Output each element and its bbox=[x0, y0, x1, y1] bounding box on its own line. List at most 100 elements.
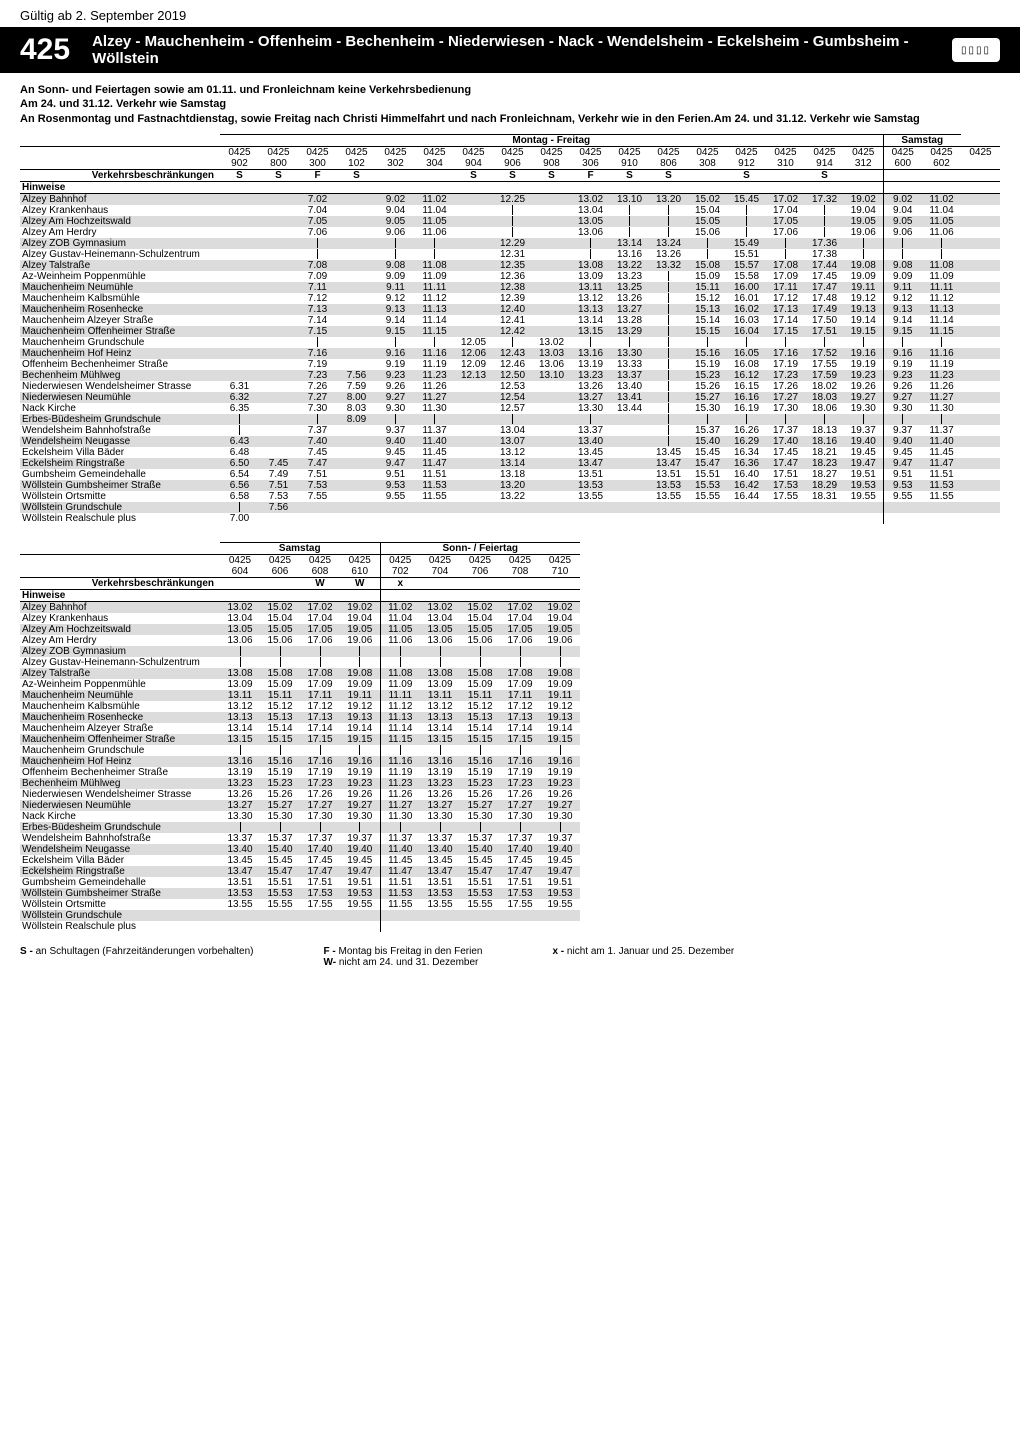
time-cell: 19.09 bbox=[844, 271, 883, 282]
time-cell: 15.02 bbox=[460, 601, 500, 613]
time-cell bbox=[337, 293, 376, 304]
time-cell: 9.47 bbox=[883, 458, 922, 469]
time-cell: 17.47 bbox=[300, 866, 340, 877]
time-cell bbox=[376, 414, 415, 425]
time-cell: 19.27 bbox=[540, 800, 580, 811]
time-cell: 19.40 bbox=[340, 844, 380, 855]
time-cell bbox=[649, 425, 688, 436]
time-cell: 13.06 bbox=[420, 635, 460, 646]
time-cell bbox=[961, 458, 1000, 469]
time-cell bbox=[727, 502, 766, 513]
time-cell: 13.14 bbox=[493, 458, 532, 469]
time-cell: 13.51 bbox=[220, 877, 260, 888]
time-cell: 13.02 bbox=[420, 601, 460, 613]
day-header: Samstag bbox=[220, 542, 380, 554]
time-cell bbox=[259, 381, 298, 392]
time-cell: 15.47 bbox=[460, 866, 500, 877]
restriction-code bbox=[220, 577, 260, 589]
time-cell: 17.45 bbox=[766, 447, 805, 458]
time-cell: 11.08 bbox=[415, 260, 454, 271]
time-cell: 19.55 bbox=[844, 491, 883, 502]
time-cell bbox=[961, 480, 1000, 491]
time-cell: 13.23 bbox=[420, 778, 460, 789]
time-cell bbox=[337, 227, 376, 238]
time-cell bbox=[649, 304, 688, 315]
stop-name: Alzey Gustav-Heinemann-Schulzentrum bbox=[20, 657, 220, 668]
restriction-code bbox=[540, 577, 580, 589]
time-cell: 11.08 bbox=[380, 668, 420, 679]
time-cell: 12.42 bbox=[493, 326, 532, 337]
time-cell bbox=[500, 646, 540, 657]
time-cell: 11.14 bbox=[380, 723, 420, 734]
time-cell: 19.11 bbox=[540, 690, 580, 701]
time-cell: 12.06 bbox=[454, 348, 493, 359]
time-cell bbox=[415, 502, 454, 513]
restriction-code: S bbox=[337, 169, 376, 181]
time-cell: 11.12 bbox=[415, 293, 454, 304]
time-cell: 17.37 bbox=[300, 833, 340, 844]
time-cell: 17.05 bbox=[766, 216, 805, 227]
time-cell: 9.13 bbox=[376, 304, 415, 315]
time-cell: 9.09 bbox=[376, 271, 415, 282]
restriction-code: S bbox=[220, 169, 259, 181]
time-cell: 7.49 bbox=[259, 469, 298, 480]
time-cell: 15.13 bbox=[688, 304, 727, 315]
time-cell: 17.09 bbox=[500, 679, 540, 690]
time-cell: 17.12 bbox=[766, 293, 805, 304]
time-cell: 15.11 bbox=[460, 690, 500, 701]
time-cell bbox=[922, 513, 961, 524]
time-cell bbox=[571, 414, 610, 425]
time-cell: 13.55 bbox=[220, 899, 260, 910]
time-cell bbox=[805, 414, 844, 425]
time-cell bbox=[454, 469, 493, 480]
time-cell: 12.13 bbox=[454, 370, 493, 381]
stop-name: Wöllstein Ortsmitte bbox=[20, 491, 220, 502]
time-cell bbox=[260, 657, 300, 668]
time-cell bbox=[922, 249, 961, 260]
time-cell bbox=[961, 502, 1000, 513]
trip-id: 0425 bbox=[220, 146, 259, 158]
route-title: Alzey - Mauchenheim - Offenheim - Bechen… bbox=[92, 33, 952, 67]
time-cell: 13.30 bbox=[610, 348, 649, 359]
stop-name: Alzey Krankenhaus bbox=[20, 613, 220, 624]
time-cell: 13.37 bbox=[420, 833, 460, 844]
time-cell: 15.40 bbox=[460, 844, 500, 855]
time-cell bbox=[220, 646, 260, 657]
time-cell bbox=[688, 502, 727, 513]
time-cell: 17.02 bbox=[500, 601, 540, 613]
time-cell: 9.11 bbox=[883, 282, 922, 293]
time-cell: 11.45 bbox=[922, 447, 961, 458]
time-cell: 17.40 bbox=[300, 844, 340, 855]
time-cell: 19.15 bbox=[340, 734, 380, 745]
time-cell: 13.40 bbox=[220, 844, 260, 855]
time-cell bbox=[500, 921, 540, 932]
time-cell bbox=[727, 227, 766, 238]
trip-subid: 602 bbox=[922, 158, 961, 170]
time-cell: 13.53 bbox=[420, 888, 460, 899]
time-cell: 16.26 bbox=[727, 425, 766, 436]
time-cell: 16.08 bbox=[727, 359, 766, 370]
time-cell: 17.11 bbox=[766, 282, 805, 293]
time-cell bbox=[337, 304, 376, 315]
time-cell: 16.00 bbox=[727, 282, 766, 293]
day-header: Sonn- / Feiertag bbox=[380, 542, 580, 554]
time-cell: 19.14 bbox=[844, 315, 883, 326]
time-cell bbox=[259, 425, 298, 436]
time-cell: 15.04 bbox=[260, 613, 300, 624]
time-cell: 16.34 bbox=[727, 447, 766, 458]
trip-subid: 914 bbox=[805, 158, 844, 170]
time-cell bbox=[571, 513, 610, 524]
time-cell: 11.27 bbox=[922, 392, 961, 403]
time-cell: 19.23 bbox=[844, 370, 883, 381]
time-cell: 11.47 bbox=[415, 458, 454, 469]
time-cell: 17.48 bbox=[805, 293, 844, 304]
trip-subid: 308 bbox=[688, 158, 727, 170]
time-cell: 9.53 bbox=[376, 480, 415, 491]
time-cell bbox=[610, 480, 649, 491]
time-cell: 19.19 bbox=[340, 767, 380, 778]
time-cell bbox=[337, 337, 376, 348]
time-cell bbox=[844, 502, 883, 513]
time-cell bbox=[380, 657, 420, 668]
time-cell bbox=[460, 921, 500, 932]
stop-name: Mauchenheim Offenheimer Straße bbox=[20, 734, 220, 745]
